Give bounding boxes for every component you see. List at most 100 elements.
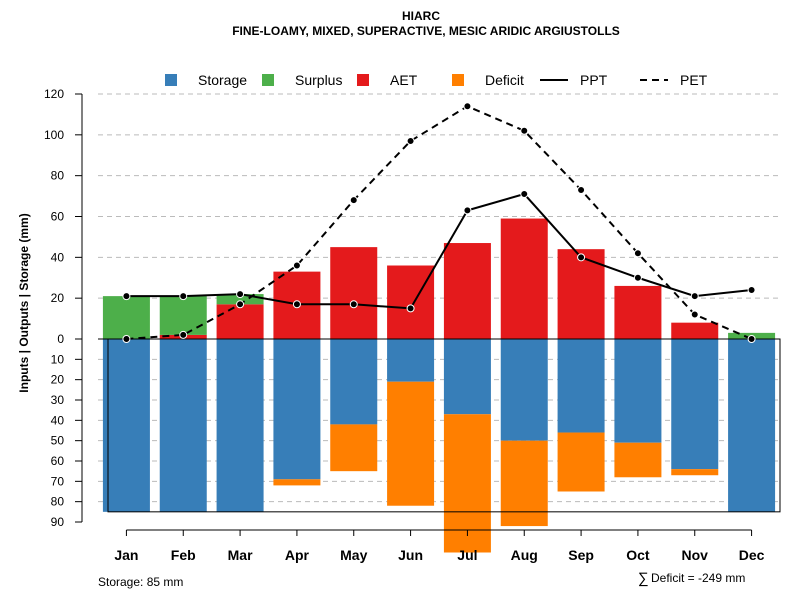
ppt-point — [406, 304, 415, 313]
y-axis-label: Inputs | Outputs | Storage (mm) — [17, 213, 31, 392]
y-tick-label: 100 — [44, 128, 64, 142]
pet-point — [122, 335, 131, 343]
deficit-bar — [557, 432, 605, 492]
y-tick-label: 70 — [51, 474, 65, 488]
deficit-legend-label: Deficit — [485, 72, 524, 88]
legend: Storage Surplus AET Deficit PPT PET — [165, 72, 708, 88]
storage-bar — [671, 339, 719, 470]
deficit-bar — [614, 442, 662, 478]
pet-point — [633, 249, 642, 258]
storage-legend-label: Storage — [198, 72, 247, 88]
ppt-line — [126, 192, 752, 310]
surplus-bar — [216, 294, 264, 305]
y-tick-label: 60 — [51, 454, 65, 468]
storage-bar — [330, 339, 378, 425]
x-tick-label: Oct — [626, 547, 650, 563]
y-tick-label: 80 — [51, 169, 65, 183]
x-tick-label: Dec — [739, 547, 765, 563]
aet-bar — [387, 265, 435, 339]
pet-point — [349, 196, 358, 205]
x-tick-label: May — [340, 547, 367, 563]
storage-bar — [728, 339, 776, 512]
aet-legend-swatch — [357, 74, 369, 86]
pet-point — [747, 335, 756, 343]
surplus-bar — [159, 296, 207, 335]
y-tick-label: 10 — [51, 352, 65, 366]
pet-point — [292, 261, 301, 270]
ppt-point — [577, 253, 586, 262]
y-tick-label: 0 — [57, 332, 64, 346]
aet-legend-label: AET — [390, 72, 418, 88]
y-tick-label: 20 — [51, 291, 65, 305]
y-tick-label: 60 — [51, 210, 65, 224]
storage-capacity-outline — [107, 338, 781, 513]
storage-note: Storage: 85 mm — [98, 575, 183, 589]
sum-icon: ∑ — [638, 570, 649, 587]
series-lines — [122, 102, 756, 343]
aet-bar — [500, 218, 548, 339]
ppt-point — [520, 190, 529, 199]
storage-bar — [557, 339, 605, 433]
x-tick-label: Sep — [568, 547, 594, 563]
x-tick-label: Mar — [228, 547, 253, 563]
chart-title: HIARC — [402, 9, 440, 23]
y-tick-label: 30 — [51, 393, 65, 407]
deficit-legend-swatch — [452, 74, 464, 86]
surplus-legend-swatch — [262, 74, 274, 86]
x-tick-label: Aug — [511, 547, 538, 563]
surplus-legend-label: Surplus — [295, 72, 342, 88]
chart-subtitle: FINE-LOAMY, MIXED, SUPERACTIVE, MESIC AR… — [232, 24, 620, 38]
y-tick-label: 40 — [51, 413, 65, 427]
storage-bar — [614, 339, 662, 443]
x-tick-label: Jul — [457, 547, 477, 563]
pet-point — [690, 310, 699, 319]
ppt-point — [122, 292, 131, 301]
ppt-point — [349, 300, 358, 309]
pet-legend-label: PET — [680, 72, 708, 88]
deficit-bar — [330, 424, 378, 472]
storage-bar — [387, 339, 435, 382]
x-tick-label: Feb — [171, 547, 196, 563]
y-tick-label: 90 — [51, 515, 65, 529]
bars — [98, 218, 781, 553]
deficit-bar — [387, 381, 435, 506]
ppt-point — [747, 286, 756, 294]
pet-point — [236, 300, 245, 309]
ppt-point — [463, 206, 472, 215]
x-tick-label: Apr — [285, 547, 310, 563]
storage-bar — [443, 339, 491, 415]
surplus-bar — [102, 296, 150, 339]
storage-bar — [216, 339, 264, 512]
aet-bar — [330, 247, 378, 339]
aet-bar — [614, 285, 662, 339]
aet-bar — [216, 304, 264, 339]
ppt-point — [690, 292, 699, 301]
deficit-bar — [500, 440, 548, 527]
pet-point — [179, 330, 188, 339]
aet-bar — [443, 243, 491, 339]
x-tick-label: Nov — [682, 547, 709, 563]
ppt-point — [179, 292, 188, 301]
storage-legend-swatch — [165, 74, 177, 86]
gridlines — [98, 93, 780, 503]
y-tick-label: 50 — [51, 434, 65, 448]
pet-point — [577, 185, 586, 194]
ppt-point — [292, 300, 301, 309]
pet-point — [520, 126, 529, 135]
y-tick-label: 20 — [51, 373, 65, 387]
aet-bar — [557, 249, 605, 339]
y-tick-label: 40 — [51, 250, 65, 264]
ppt-legend-label: PPT — [580, 72, 608, 88]
deficit-bar — [273, 479, 321, 486]
ppt-point — [633, 273, 642, 282]
storage-bar — [102, 339, 150, 512]
deficit-bar — [443, 414, 491, 553]
x-tick-label: Jan — [114, 547, 138, 563]
ppt-point — [236, 290, 245, 299]
axes: 0 20 40 60 80 100 120 10 20 30 40 50 60 70 80 90 Jan Feb M… — [44, 87, 765, 563]
deficit-note: Deficit = -249 mm — [651, 571, 745, 585]
storage-bar — [159, 339, 207, 512]
y-tick-label: 80 — [51, 495, 65, 509]
pet-line — [126, 105, 752, 340]
